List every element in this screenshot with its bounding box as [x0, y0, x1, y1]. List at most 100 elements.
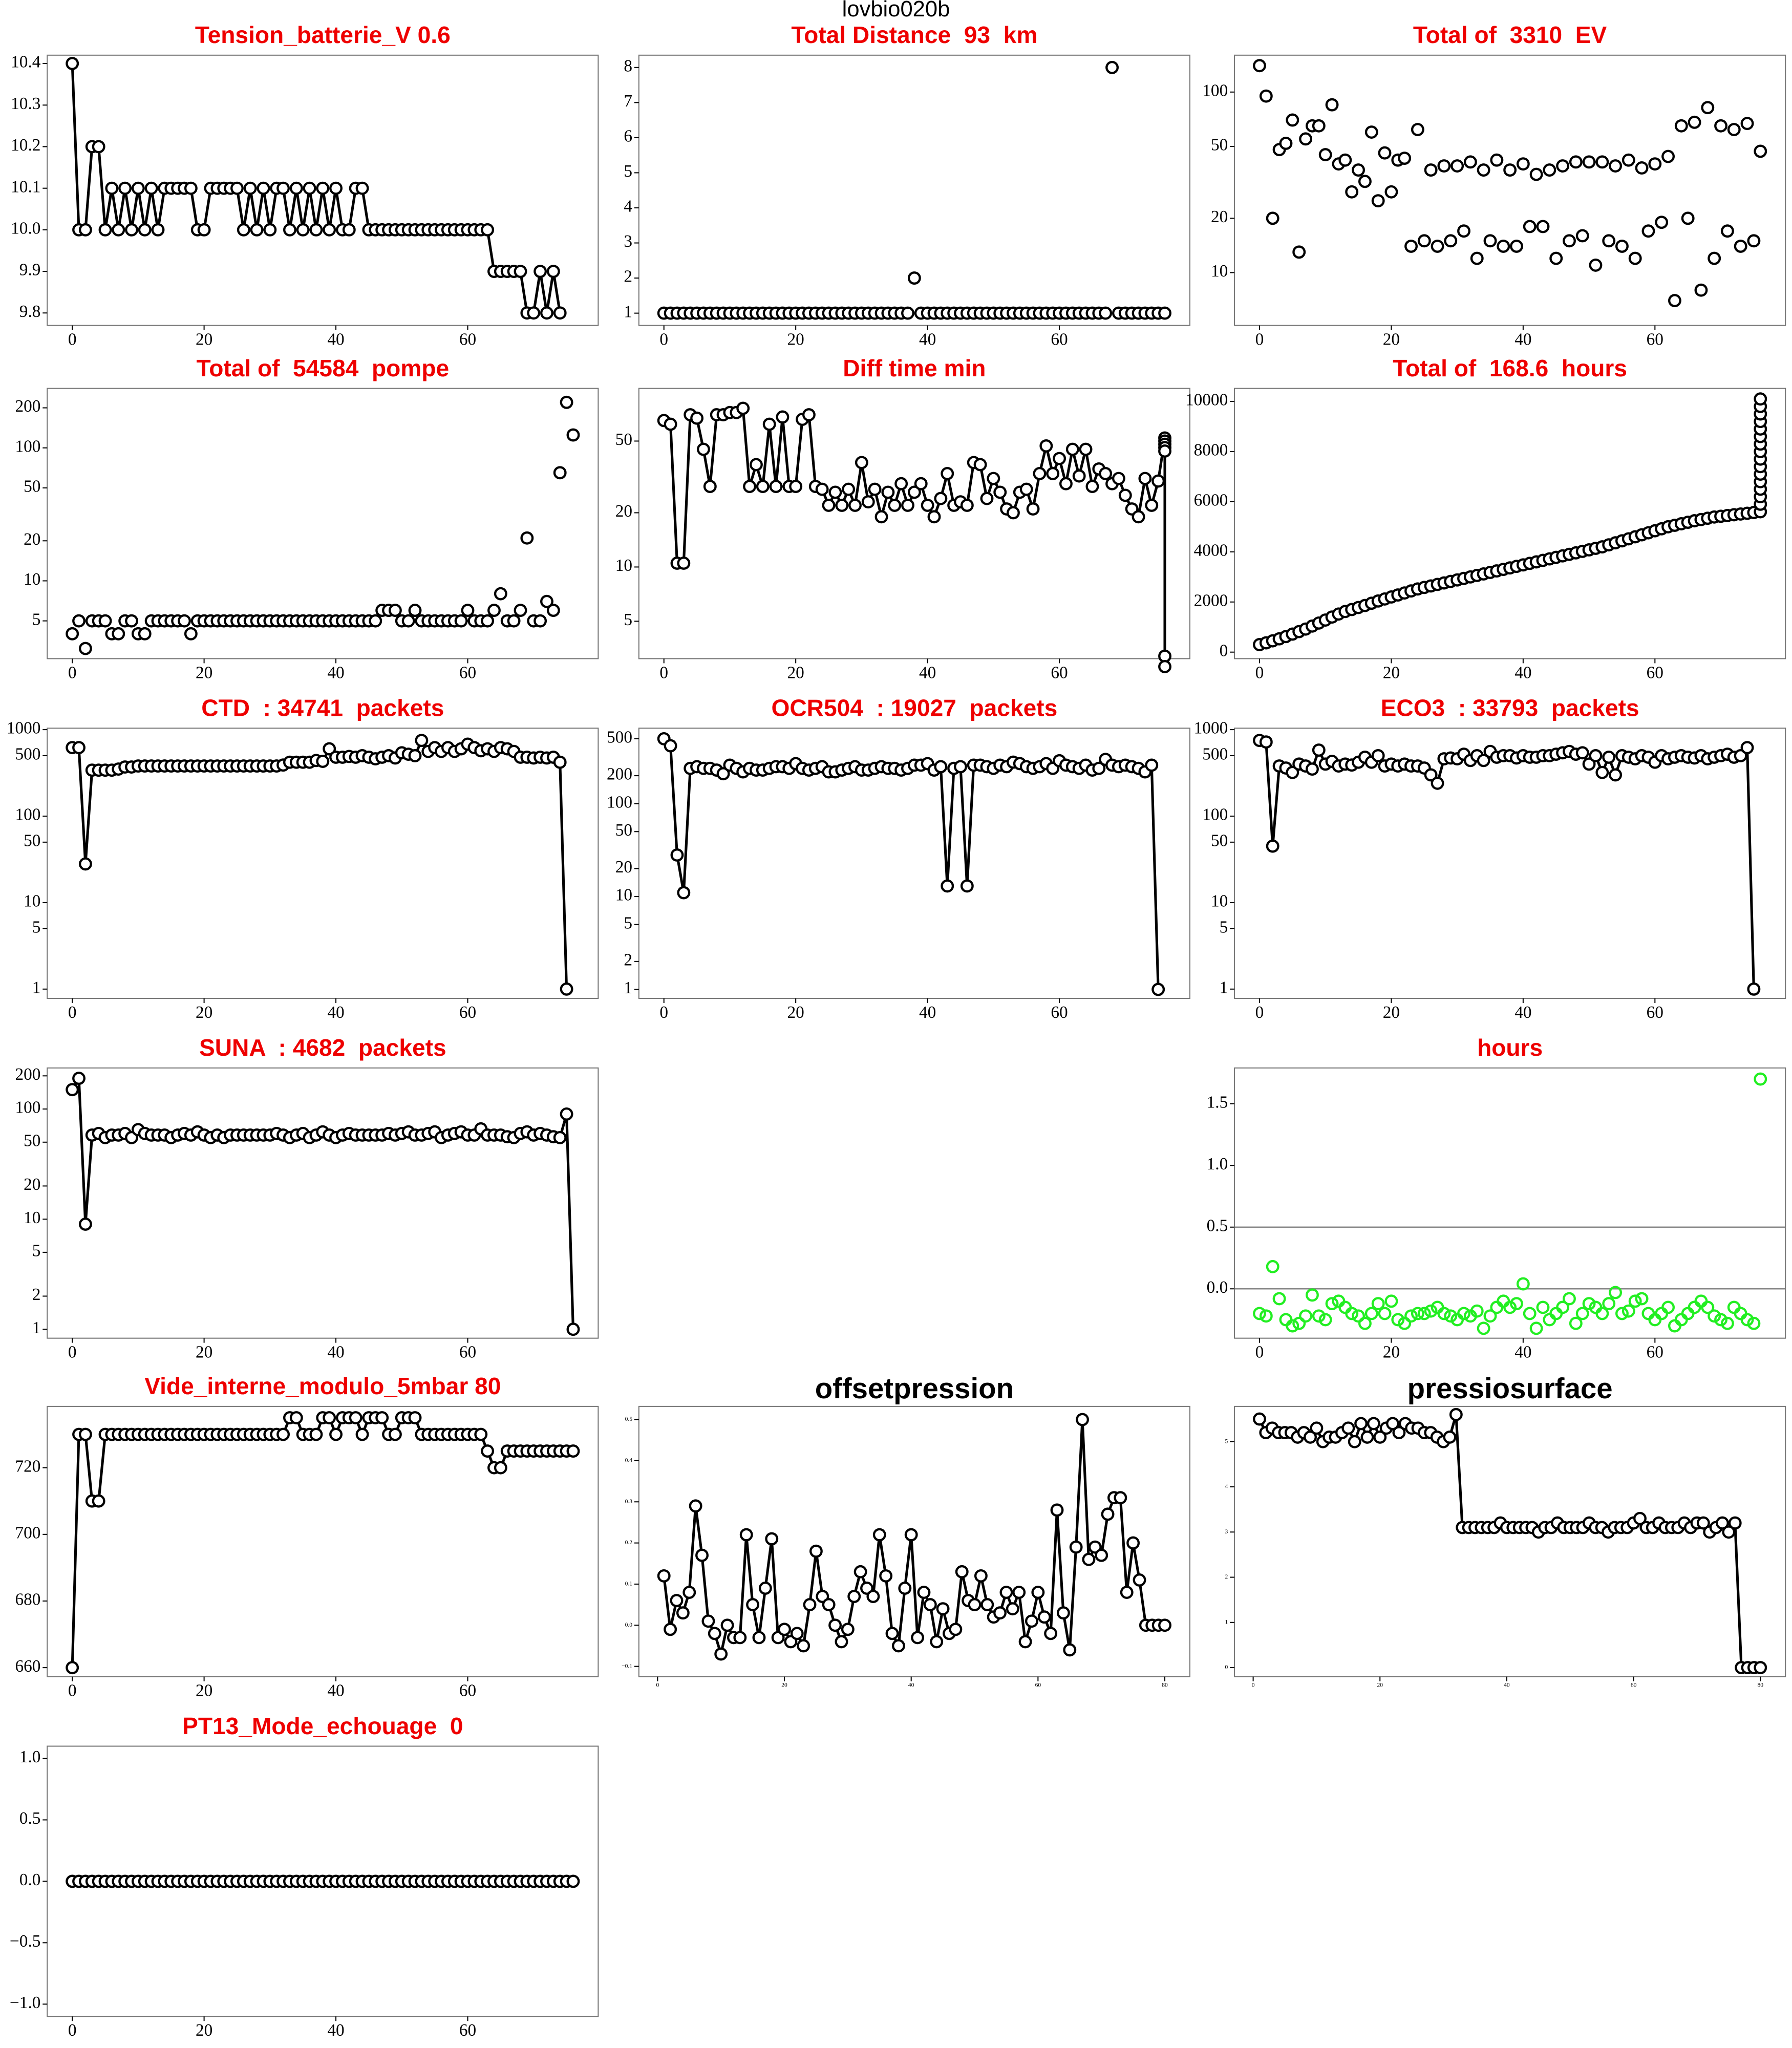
chart-title: OCR504 : 19027 packets [771, 695, 1057, 721]
x-tick-label: 40 [1514, 1343, 1531, 1362]
y-tick-label: 10 [24, 892, 40, 911]
data-point [1449, 1407, 1463, 1421]
x-tick-label: 0 [659, 330, 668, 349]
data-point [934, 760, 948, 774]
data-point [494, 1461, 507, 1475]
y-tick-label: 1 [32, 1318, 41, 1337]
data-point [714, 1647, 728, 1661]
data-point [1477, 1321, 1490, 1335]
chart-title: SUNA : 4682 packets [199, 1034, 446, 1061]
y-tick-label: 20 [615, 502, 632, 521]
data-point [329, 1427, 343, 1441]
data-point [689, 1499, 702, 1513]
data-point [197, 223, 211, 237]
data-point [1138, 472, 1152, 485]
data-point [276, 1427, 290, 1441]
data-point [797, 1639, 810, 1653]
data-point [527, 306, 541, 320]
data-point [1026, 502, 1040, 516]
y-tick-label: 5 [1220, 918, 1228, 936]
x-tick-label: 0 [68, 663, 77, 682]
x-tick-label: 20 [1383, 1343, 1400, 1362]
data-point [1490, 153, 1504, 167]
data-point [1549, 251, 1563, 265]
data-point [1312, 119, 1326, 133]
data-point [1345, 1307, 1359, 1320]
data-point [1114, 1491, 1127, 1505]
x-tick-label: 40 [327, 1003, 344, 1022]
y-tick-label: 1000 [1194, 719, 1228, 738]
data-point [263, 223, 277, 237]
data-point [1039, 439, 1053, 453]
y-tick-label: 50 [24, 831, 40, 850]
data-point [72, 741, 86, 755]
data-point [1648, 157, 1662, 171]
data-point [1609, 1286, 1623, 1299]
data-point [1510, 1297, 1523, 1311]
data-point [904, 1528, 918, 1542]
y-tick-label: 10.0 [11, 219, 40, 238]
y-tick-label: 10 [24, 570, 40, 589]
x-tick-label: 60 [459, 1343, 476, 1362]
data-point [1371, 194, 1385, 208]
data-point [855, 456, 868, 470]
data-point [1360, 1430, 1374, 1444]
data-point [566, 428, 580, 442]
data-point [355, 181, 369, 195]
data-point [670, 848, 684, 862]
data-point [1523, 1307, 1537, 1320]
data-point [1367, 1417, 1380, 1431]
data-point [1018, 1635, 1032, 1649]
data-point [1754, 1072, 1767, 1086]
data-point [323, 1411, 336, 1424]
data-point [1364, 1307, 1378, 1320]
data-point [316, 181, 330, 195]
y-tick-label: 0.0 [1207, 1278, 1228, 1297]
data-point [1404, 240, 1418, 253]
y-tick-label: 680 [15, 1590, 40, 1609]
y-tick-label: 4000 [1194, 541, 1228, 560]
y-tick-label: 50 [1211, 136, 1228, 155]
data-point [1701, 1300, 1715, 1314]
y-tick-label: 20 [24, 530, 40, 549]
data-point [78, 1427, 92, 1441]
data-point [927, 510, 941, 524]
x-tick-label: 20 [1377, 1682, 1383, 1689]
x-tick-label: 40 [1514, 330, 1531, 349]
data-point [534, 614, 547, 628]
data-point [289, 1411, 303, 1424]
data-point [828, 1618, 842, 1632]
data-point [921, 498, 934, 512]
data-point [1628, 251, 1642, 265]
chart-title: Total of 168.6 hours [1393, 355, 1627, 381]
x-tick-label: 20 [196, 1003, 212, 1022]
chart-title: offsetpression [815, 1372, 1014, 1404]
data-point [828, 485, 842, 499]
data-point [980, 1598, 994, 1612]
data-point [1595, 1307, 1609, 1320]
data-point [762, 417, 776, 431]
data-point [1358, 175, 1372, 188]
x-tick-label: 0 [68, 330, 77, 349]
data-point [815, 482, 829, 496]
x-tick-label: 0 [68, 1343, 77, 1362]
data-point [540, 594, 553, 608]
y-tick-label: 10.4 [11, 53, 41, 72]
data-point [1299, 1309, 1313, 1323]
data-point [388, 1427, 402, 1441]
y-tick-label: 5 [624, 610, 632, 629]
data-point [1424, 768, 1438, 782]
x-tick-label: 60 [1647, 1003, 1663, 1022]
y-tick-label: 1.0 [19, 1747, 41, 1766]
data-point [1411, 123, 1424, 136]
data-point [1145, 498, 1159, 512]
data-point [1312, 1309, 1326, 1323]
data-point [514, 265, 527, 278]
data-point [98, 223, 112, 237]
data-point [822, 498, 836, 512]
data-point [1386, 1417, 1399, 1431]
data-point [776, 410, 790, 424]
data-point [960, 498, 974, 512]
data-point [1338, 153, 1352, 167]
